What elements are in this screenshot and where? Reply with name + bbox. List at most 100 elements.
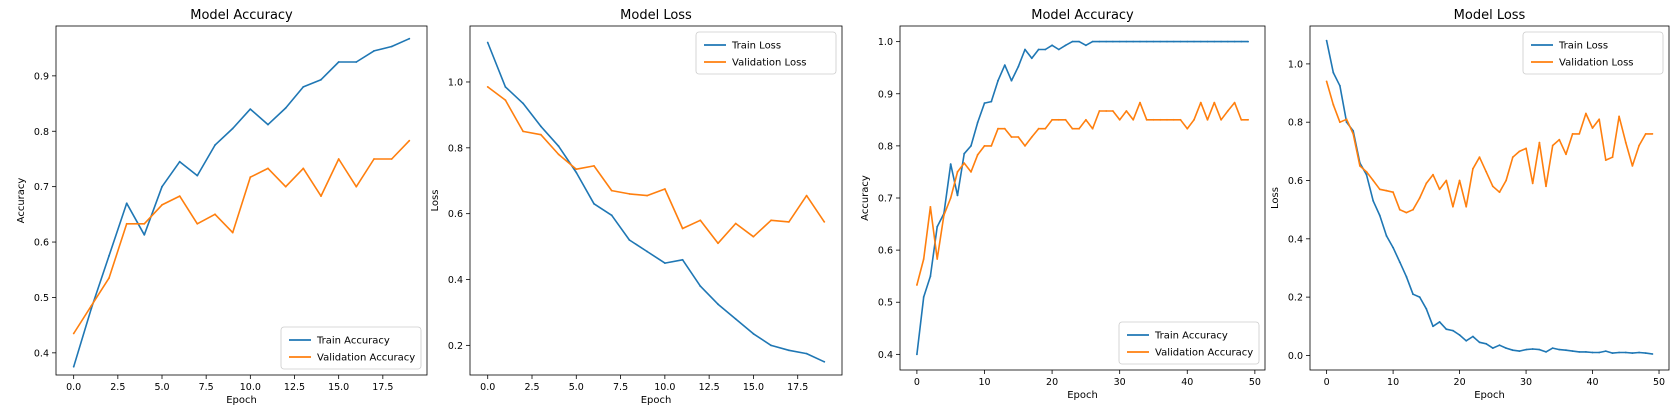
chart-panel-2: Model Loss 0.0 2.5 5.0 7.5 10.0 12.5 15.0 17.5 0.… [430,8,843,406]
data-point [1365,170,1368,173]
data-point [522,130,524,133]
y-tick-label: 0.2 [448,341,463,352]
y-tick-label: 0.8 [34,127,49,138]
data-point [929,275,932,278]
data-point [1558,348,1561,351]
data-point [1010,136,1013,138]
x-tick-label: 17.5 [372,382,393,393]
x-tick-label: 2.5 [110,382,125,393]
y-tick-label: 0.6 [34,238,49,249]
y-tick-label: 0.5 [878,298,893,309]
data-point [1206,40,1209,43]
x-tick-label: 30 [1114,377,1126,388]
data-point [788,221,790,223]
data-point [1017,65,1020,68]
data-point [504,99,507,101]
data-point [249,108,252,110]
data-point [1598,118,1601,121]
x-tick-label: 0 [914,377,920,388]
y-tick-label: 1.0 [448,77,463,88]
data-point [1385,189,1388,192]
y-tick-label: 0.4 [34,348,49,359]
data-point [214,144,216,147]
data-point [1452,205,1454,208]
data-point [575,171,578,174]
data-point [108,277,110,279]
data-point [1220,40,1222,43]
data-point [486,86,489,88]
data-point [1247,40,1249,43]
data-point [1125,40,1128,43]
x-tick-label: 10.0 [240,382,261,393]
data-point [1091,127,1094,130]
series-line-1 [72,37,410,367]
data-point [1445,179,1448,182]
data-point [1044,127,1047,130]
legend-label: Validation Accuracy [1155,348,1253,359]
data-point [1030,136,1033,138]
data-point [231,127,234,130]
data-point [522,102,524,105]
data-point [1518,150,1521,153]
data-point [956,194,959,197]
y-tick-label: 0.2 [1288,293,1303,304]
data-point [1518,350,1521,352]
data-point [1585,112,1587,115]
data-point [1531,182,1534,185]
data-point [983,102,986,104]
data-point [1538,141,1541,144]
data-point [267,123,269,126]
data-point [1545,185,1547,188]
data-point [540,133,542,136]
series-line-1 [486,42,825,363]
data-point [1105,110,1108,112]
data-point [1017,136,1020,138]
data-point [681,258,684,261]
data-point [1498,191,1501,194]
data-point [1024,48,1026,51]
data-point [752,332,755,335]
data-point [1472,167,1474,170]
data-point [664,188,666,190]
series-line-2 [916,101,1249,286]
data-point [267,167,269,170]
data-point [593,165,595,167]
legend-label: Train Loss [731,41,781,52]
data-point [1037,127,1040,130]
data-point [1064,118,1067,121]
data-point [1611,352,1614,354]
data-point [997,79,999,82]
data-point [1179,118,1182,121]
data-point [575,168,578,171]
x-axis-label: Epoch [1474,390,1505,401]
legend-box [1522,31,1664,75]
data-point [1392,246,1394,249]
data-point [1145,40,1148,43]
data-point [1392,191,1394,194]
y-tick-label: 0.9 [34,71,49,82]
data-point [1213,40,1216,43]
data-point [1112,110,1114,112]
data-point [249,176,252,179]
data-point [161,204,163,206]
series-line-2 [487,86,825,245]
data-point [1398,261,1401,263]
data-point [1638,351,1640,354]
data-point [916,284,918,286]
data-point [1432,173,1434,176]
data-point [1098,110,1101,112]
legend-label: Train Loss [1558,41,1608,52]
data-point [143,233,146,236]
data-point [108,255,110,257]
legend: Train Accuracy Validation Accuracy [280,326,422,370]
data-point [1339,121,1341,124]
data-point [1578,351,1581,353]
data-point [1024,145,1026,147]
data-point [1233,40,1236,43]
data-point [823,360,826,363]
data-point [1618,115,1620,118]
plot-area-frame [55,25,428,376]
chart-panel-4: Model Loss 0 10 20 30 40 50 0.0 0.2 0.4 0.6 0.8 1.0 E… [1270,8,1670,401]
data-point [1003,127,1006,130]
x-tick-label: 12.5 [284,382,305,393]
